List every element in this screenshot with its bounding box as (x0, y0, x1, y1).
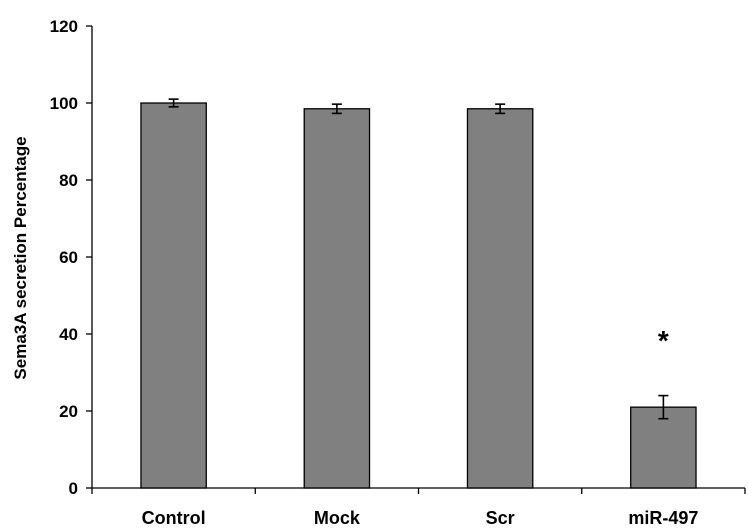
significance-marker: * (658, 325, 669, 356)
x-category-label: Scr (486, 508, 515, 528)
x-category-label: Mock (314, 508, 361, 528)
bar (466, 108, 534, 489)
y-tick-label: 120 (50, 17, 78, 36)
y-tick-label: 100 (50, 94, 78, 113)
x-categories: Control Mock Scr miR-497 (142, 508, 699, 528)
y-tick-label: 20 (59, 402, 78, 421)
bar (140, 102, 207, 489)
y-tick-label: 80 (59, 171, 78, 190)
y-axis-label: Sema3A secretion Percentage (11, 136, 30, 379)
y-tick-label: 0 (69, 479, 78, 498)
annotations: * (658, 325, 669, 356)
bar (630, 406, 697, 489)
x-category-label: Control (142, 508, 206, 528)
y-tick-label: 60 (59, 248, 78, 267)
y-tick-label: 40 (59, 325, 78, 344)
y-ticks: 0 20 40 60 80 100 120 (50, 17, 92, 498)
bars (140, 102, 697, 489)
error-bars (168, 98, 669, 420)
bar (303, 108, 371, 489)
x-category-label: miR-497 (628, 508, 698, 528)
